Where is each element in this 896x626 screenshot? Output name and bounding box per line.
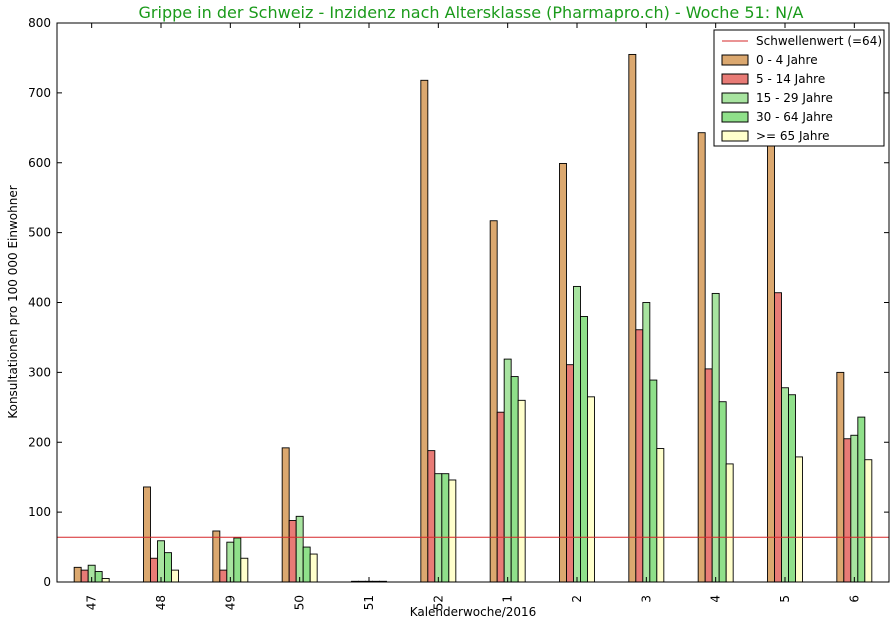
legend-swatch	[721, 111, 749, 123]
legend-label: 5 - 14 Jahre	[756, 72, 825, 86]
x-tick-label: 6	[847, 595, 861, 603]
bar-30-64-jahre-48	[164, 552, 172, 583]
bar--65-jahre-2	[587, 396, 595, 583]
bar-30-64-jahre-47	[94, 571, 103, 583]
bar-30-64-jahre-5	[788, 394, 796, 583]
bar-30-64-jahre-2	[580, 316, 588, 583]
y-tick-label: 400	[28, 296, 51, 310]
bar-5-14-jahre-49	[219, 569, 228, 583]
bar-15-29-jahre-5	[781, 387, 789, 583]
bar-15-29-jahre-50	[295, 515, 304, 583]
bar-0-4-jahre-49	[212, 530, 221, 583]
bar--65-jahre-4	[725, 463, 734, 583]
legend: Schwellenwert (=64) 0 - 4 Jahre 5 - 14 Jah…	[713, 29, 885, 147]
x-tick-label: 47	[85, 595, 99, 610]
x-tick-label: 51	[362, 595, 376, 610]
bar-5-14-jahre-3	[635, 329, 644, 583]
legend-swatch	[721, 73, 749, 85]
x-tick-label: 2	[570, 595, 584, 603]
bar-30-64-jahre-50	[302, 546, 311, 583]
legend-swatch	[721, 92, 749, 104]
bar--65-jahre-47	[101, 578, 110, 583]
legend-label-threshold: Schwellenwert (=64)	[756, 34, 882, 48]
x-tick-label: 5	[778, 595, 792, 603]
y-tick-label: 300	[28, 365, 51, 379]
x-tick-label: 49	[223, 595, 237, 610]
bar-5-14-jahre-52	[427, 450, 436, 583]
bar--65-jahre-5	[795, 456, 803, 583]
bar-5-14-jahre-47	[80, 569, 89, 583]
bar--65-jahre-52	[448, 479, 457, 583]
bar-5-14-jahre-1	[496, 411, 505, 583]
bar-0-4-jahre-6	[836, 371, 845, 583]
bar-30-64-jahre-4	[718, 401, 727, 583]
chart-title: Grippe in der Schweiz - Inzidenz nach Al…	[139, 3, 804, 22]
bar-0-4-jahre-2	[559, 162, 567, 583]
bar-0-4-jahre-47	[73, 566, 82, 583]
legend-swatch	[721, 54, 749, 66]
bar-30-64-jahre-49	[233, 537, 242, 583]
x-tick-label: 4	[709, 595, 723, 603]
x-tick-label: 52	[431, 595, 445, 610]
x-tick-label: 48	[154, 595, 168, 610]
legend-label: 30 - 64 Jahre	[756, 110, 833, 124]
bar--65-jahre-3	[656, 448, 665, 583]
bar-0-4-jahre-1	[489, 220, 498, 583]
y-axis: 0 100 200 300 400 500 600 700 800	[28, 16, 889, 589]
y-tick-label: 800	[28, 16, 51, 30]
bar-0-4-jahre-3	[628, 53, 637, 583]
x-axis-label: Kalenderwoche/2016	[410, 605, 537, 619]
bar-5-14-jahre-2	[566, 364, 574, 583]
bar--65-jahre-50	[309, 553, 318, 583]
bar-30-64-jahre-1	[510, 376, 519, 583]
bar-0-4-jahre-52	[420, 79, 429, 583]
bar-0-4-jahre-5	[767, 139, 775, 583]
bar--65-jahre-49	[240, 557, 249, 583]
bar-5-14-jahre-6	[843, 438, 852, 583]
bar-0-4-jahre-4	[697, 132, 706, 583]
bar-5-14-jahre-4	[704, 368, 713, 583]
bar-15-29-jahre-49	[226, 541, 235, 583]
bar-15-29-jahre-6	[850, 434, 859, 583]
bar-30-64-jahre-3	[649, 379, 658, 583]
bar-30-64-jahre-6	[857, 416, 866, 583]
bar-30-64-jahre-52	[441, 473, 450, 583]
legend-label: 15 - 29 Jahre	[756, 91, 833, 105]
legend-label: >= 65 Jahre	[756, 129, 830, 143]
bar-15-29-jahre-48	[157, 540, 165, 583]
y-tick-label: 500	[28, 226, 51, 240]
bar-15-29-jahre-3	[642, 302, 651, 583]
y-tick-label: 0	[43, 575, 51, 589]
bar-15-29-jahre-52	[434, 473, 443, 583]
bar--65-jahre-1	[517, 399, 526, 583]
bar--65-jahre-6	[864, 459, 873, 583]
legend-label: 0 - 4 Jahre	[756, 53, 818, 67]
bar-5-14-jahre-48	[150, 557, 158, 583]
x-tick-label: 3	[639, 595, 653, 603]
x-axis: 47 48 49 50 51 52 1 2 3 4 5 6	[85, 23, 861, 610]
legend-box	[713, 29, 885, 147]
bar-15-29-jahre-1	[503, 358, 512, 583]
y-axis-label: Konsultationen pro 100 000 Einwohner	[6, 185, 20, 418]
y-tick-label: 700	[28, 86, 51, 100]
bar-15-29-jahre-4	[711, 292, 720, 583]
bar--65-jahre-48	[171, 569, 179, 583]
y-tick-label: 600	[28, 156, 51, 170]
x-tick-label: 1	[501, 595, 515, 603]
bar-5-14-jahre-5	[774, 292, 782, 583]
bar-0-4-jahre-50	[281, 447, 290, 583]
x-tick-label: 50	[293, 595, 307, 610]
legend-swatch	[721, 130, 749, 142]
bar-0-4-jahre-48	[143, 486, 151, 583]
y-tick-label: 100	[28, 505, 51, 519]
y-tick-label: 200	[28, 435, 51, 449]
bar-5-14-jahre-50	[288, 520, 297, 583]
